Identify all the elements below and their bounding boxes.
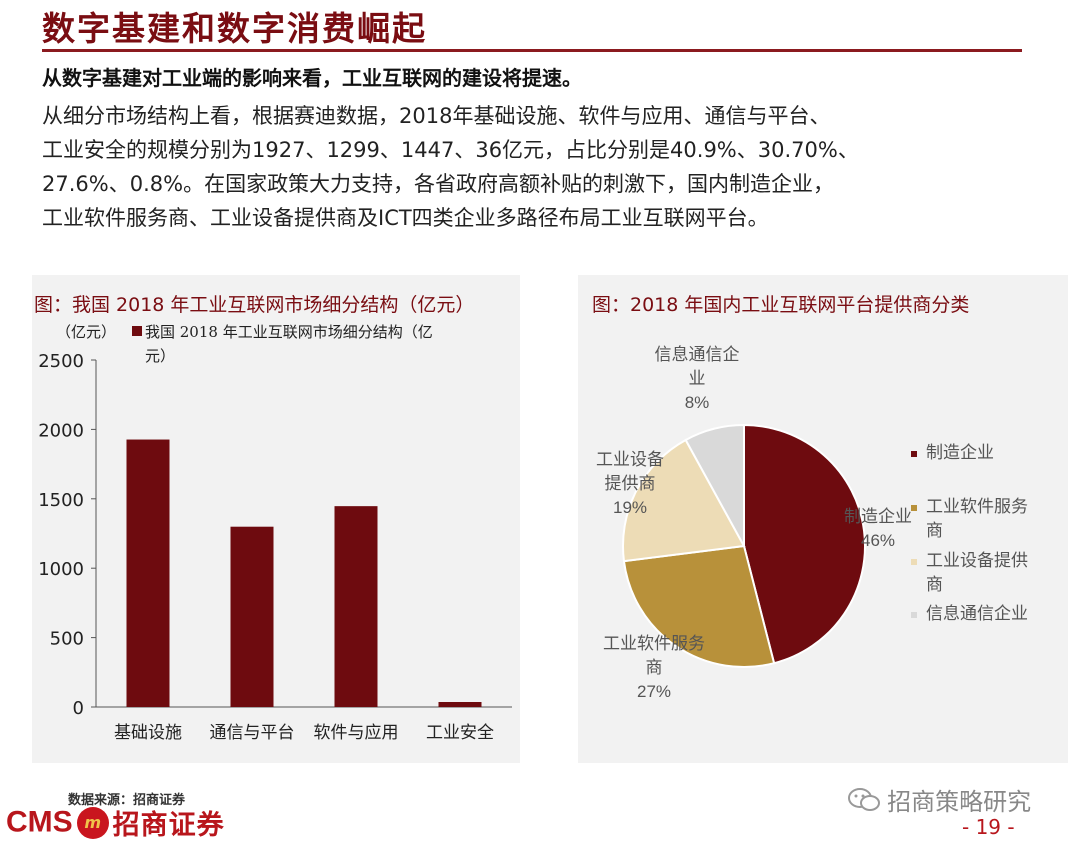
pie-slice — [622, 544, 776, 668]
body-line: 27.6%、0.8%。在国家政策大力支持，各省政府高额补贴的刺激下，国内制造企业… — [42, 172, 835, 196]
bar-chart-panel — [32, 275, 520, 763]
bar-chart-title: 图：我国 2018 年工业互联网市场细分结构（亿元） — [34, 294, 475, 316]
body-line: 工业安全的规模分别为1927、1299、1447、36亿元，占比分别是40.9%… — [42, 138, 859, 162]
y-tick-label: 2000 — [38, 420, 84, 441]
legend-label: 商 — [926, 575, 943, 595]
x-tick-label: 工业安全 — [426, 723, 494, 743]
legend-swatch — [911, 612, 917, 618]
bar — [334, 506, 378, 707]
x-tick-label: 基础设施 — [114, 723, 182, 743]
slice-label: 工业软件服务 — [603, 634, 705, 654]
bar — [126, 439, 170, 707]
page-subtitle: 从数字基建对工业端的影响来看，工业互联网的建设将提速。 — [42, 66, 582, 90]
slice-percent-label: 27% — [637, 682, 671, 701]
pie-slice — [743, 423, 866, 665]
page-title: 数字基建和数字消费崛起 — [42, 9, 427, 48]
legend-label: 信息通信企业 — [926, 604, 1028, 624]
y-tick-label: 1500 — [38, 490, 84, 511]
legend-swatch — [911, 505, 917, 511]
logo-mark-icon: m — [76, 806, 109, 839]
slice-label: 信息通信企 — [655, 345, 740, 365]
wechat-account: 招商策略研究 — [846, 782, 1031, 817]
bar — [438, 702, 482, 707]
slice-percent-label: 46% — [861, 531, 895, 550]
legend-label: 工业设备提供 — [926, 551, 1028, 571]
logo-company-name: 招商证券 — [112, 810, 225, 841]
slice-percent-label: 8% — [685, 393, 710, 412]
wechat-icon — [848, 787, 880, 811]
company-logo: CMS m 招商证券 — [6, 803, 225, 843]
y-tick-label: 500 — [50, 629, 84, 650]
slice-label: 商 — [646, 658, 663, 678]
pie-chart-title: 图：2018 年国内工业互联网平台提供商分类 — [592, 294, 970, 316]
bar-chart: 0 500 1000 1500 2000 2500 （亿元） 我国 2018 年工业互联网市场… — [38, 323, 512, 743]
body-line: 从细分市场结构上看，根据赛迪数据，2018年基础设施、软件与应用、通信与平台、 — [42, 104, 831, 128]
slice-percent-label: 19% — [613, 498, 647, 517]
pie-slice — [622, 438, 746, 563]
legend-label: 商 — [926, 521, 943, 541]
x-tick-label: 通信与平台 — [210, 723, 295, 743]
x-tick-label: 软件与应用 — [314, 723, 399, 743]
body-line: 工业软件服务商、工业设备提供商及ICT四类企业多路径布局工业互联网平台。 — [42, 206, 769, 230]
slice-label: 业 — [689, 369, 706, 389]
legend-swatch — [911, 559, 917, 565]
pie-chart: 制造企业46%工业软件服务商27%工业设备提供商19%信息通信企业8%制造企业工… — [596, 345, 1028, 701]
body-paragraph: 从细分市场结构上看，根据赛迪数据，2018年基础设施、软件与应用、通信与平台、 … — [42, 99, 1032, 235]
legend-label: 元） — [145, 347, 175, 365]
y-tick-label: 1000 — [38, 559, 84, 580]
y-axis-label: （亿元） — [56, 323, 116, 341]
slice-label: 工业设备 — [596, 450, 664, 470]
title-divider — [42, 49, 1022, 52]
bar — [230, 526, 274, 707]
legend-label: 制造企业 — [926, 443, 994, 463]
legend-label: 工业软件服务 — [926, 497, 1028, 517]
data-source-note: 数据来源：招商证券 — [68, 793, 186, 808]
slice-label: 制造企业 — [844, 507, 912, 527]
slice-label: 提供商 — [605, 474, 656, 494]
y-tick-label: 0 — [73, 698, 84, 719]
page-number: - 19 - — [962, 815, 1015, 839]
legend-swatch — [911, 451, 917, 457]
legend-swatch — [132, 326, 142, 336]
y-tick-label: 2500 — [38, 351, 84, 372]
pie-slice — [684, 423, 745, 547]
legend-label: 我国 2018 年工业互联网市场细分结构（亿 — [145, 323, 433, 341]
logo-cms-text: CMS — [6, 805, 73, 839]
wechat-account-name: 招商策略研究 — [887, 788, 1032, 816]
